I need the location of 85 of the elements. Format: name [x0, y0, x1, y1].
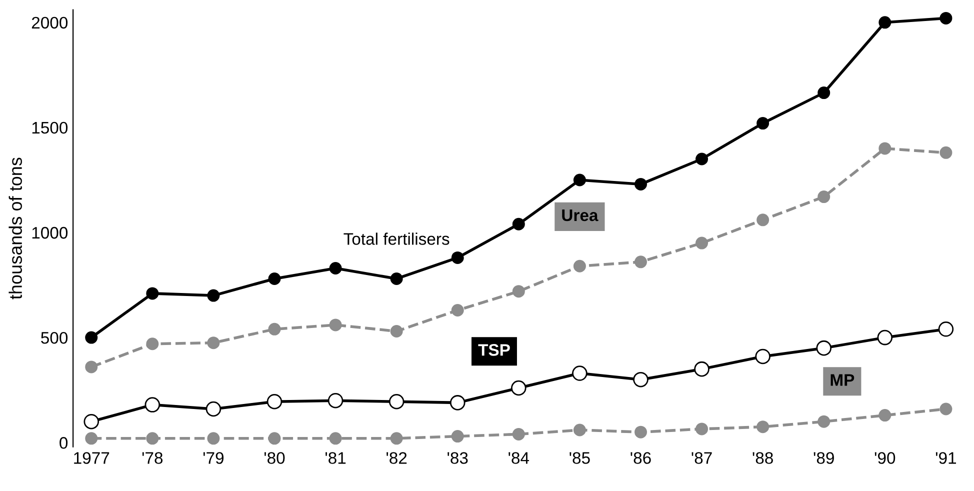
x-tick-label: '84 [508, 452, 530, 464]
point [451, 304, 464, 316]
point [938, 322, 954, 337]
point [573, 174, 586, 186]
point [940, 12, 952, 24]
x-tick-label: '89 [814, 452, 834, 464]
point [268, 432, 281, 445]
x-tick-label: 1977 [74, 452, 110, 464]
point [818, 86, 830, 100]
point [512, 285, 525, 298]
series-label: MP [830, 374, 854, 386]
point [144, 397, 160, 412]
point [206, 401, 222, 417]
point [816, 340, 832, 356]
point [940, 402, 952, 416]
point [512, 218, 525, 230]
x-tick-label: '80 [264, 452, 285, 464]
point [696, 152, 708, 166]
point [512, 428, 525, 440]
x-tick-label: '91 [936, 452, 956, 464]
point [328, 392, 344, 408]
x-tick-label: '83 [448, 452, 468, 464]
point [572, 366, 588, 381]
point [146, 338, 159, 350]
y-tick-label: 500 [41, 332, 68, 344]
y-tick-label: 1500 [32, 122, 68, 134]
point [451, 251, 464, 264]
point [146, 432, 159, 445]
point [818, 190, 830, 204]
point [634, 426, 647, 438]
point [268, 272, 281, 285]
point [207, 336, 220, 350]
point [634, 178, 647, 190]
point [755, 348, 770, 364]
x-tick-label: '78 [142, 452, 163, 464]
point [940, 146, 952, 159]
series-label: TSP [478, 344, 510, 356]
point [85, 331, 98, 344]
point [146, 287, 159, 300]
point [85, 360, 98, 374]
point [268, 322, 281, 336]
point [329, 318, 342, 332]
x-tick-label: '81 [326, 452, 346, 464]
point [207, 289, 220, 302]
point [451, 430, 464, 443]
point [877, 330, 893, 346]
x-tick-label: '86 [630, 452, 651, 464]
point [878, 16, 892, 29]
point [756, 117, 770, 130]
point [878, 142, 892, 155]
point [329, 432, 342, 445]
point [390, 432, 403, 445]
point [696, 236, 708, 250]
point [84, 414, 99, 430]
point [207, 432, 220, 445]
point [756, 214, 770, 226]
point [450, 395, 466, 410]
point [390, 272, 403, 285]
point [266, 394, 282, 410]
point [85, 432, 98, 445]
text: Urea [562, 210, 598, 222]
y-tick-label: 1000 [32, 226, 68, 239]
point [573, 424, 586, 436]
point [390, 325, 403, 338]
point [696, 422, 708, 436]
point [573, 260, 586, 272]
x-tick-label: '87 [692, 452, 712, 464]
y-tick-label: 2000 [32, 16, 68, 29]
point [756, 420, 770, 434]
x-tick-label: '85 [570, 452, 590, 464]
point [388, 394, 404, 410]
y-axis-title: thousands of tons [8, 158, 22, 300]
point [329, 262, 342, 274]
x-tick-label: '90 [874, 452, 896, 464]
y-tick-label: 0 [60, 437, 68, 449]
series-label: Total fertilisers [344, 232, 450, 245]
point [694, 361, 710, 377]
point [634, 256, 647, 268]
point [511, 380, 526, 396]
x-tick-label: '82 [386, 452, 407, 464]
point [633, 372, 648, 388]
x-tick-label: '88 [752, 452, 773, 464]
point [818, 415, 830, 428]
point [878, 409, 892, 422]
x-tick-label: '79 [203, 452, 224, 464]
